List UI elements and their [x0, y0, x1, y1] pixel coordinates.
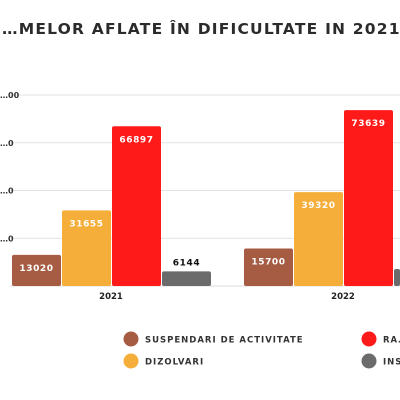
legend-label: INS… — [383, 358, 400, 368]
data-labels: 13020 31655 66897 6144 15700 39320 73639 — [19, 119, 385, 274]
bar — [162, 271, 211, 286]
legend-swatch — [361, 331, 377, 347]
data-label: 15700 — [251, 258, 285, 268]
y-tick-label: …0 — [0, 139, 14, 148]
bar — [394, 269, 400, 286]
y-tick-label: …0 — [0, 187, 14, 196]
bar — [244, 248, 293, 286]
bar — [344, 110, 393, 286]
legend: SUSPENDARI DE ACTIVITATE DIZOLVARI RA… INS… — [123, 331, 400, 369]
data-label: 39320 — [301, 201, 335, 211]
x-axis-categories: 2021 2022 — [99, 292, 355, 302]
legend-swatch — [361, 353, 377, 369]
bar — [62, 210, 111, 286]
data-label: 73639 — [351, 119, 385, 129]
legend-label: SUSPENDARI DE ACTIVITATE — [145, 336, 304, 346]
bar — [12, 254, 61, 286]
x-category-label: 2022 — [331, 292, 355, 302]
bar — [294, 192, 343, 286]
data-label: 6144 — [173, 258, 200, 268]
y-axis-ticks: …00 …0 …0 …0 — [0, 91, 20, 243]
legend-swatch — [123, 331, 139, 347]
legend-label: DIZOLVARI — [145, 358, 204, 368]
bar — [112, 126, 161, 286]
bars — [12, 110, 400, 286]
data-label: 31655 — [69, 219, 103, 229]
data-label: 66897 — [119, 135, 153, 145]
y-tick-label: …00 — [0, 91, 20, 100]
legend-label: RA… — [383, 336, 400, 346]
x-category-label: 2021 — [99, 292, 123, 302]
chart-title: …MELOR AFLATE ÎN DIFICULTATE IN 2021-202… — [2, 19, 400, 38]
legend-swatch — [123, 353, 139, 369]
y-tick-label: …0 — [0, 234, 14, 243]
data-label: 13020 — [19, 264, 53, 274]
